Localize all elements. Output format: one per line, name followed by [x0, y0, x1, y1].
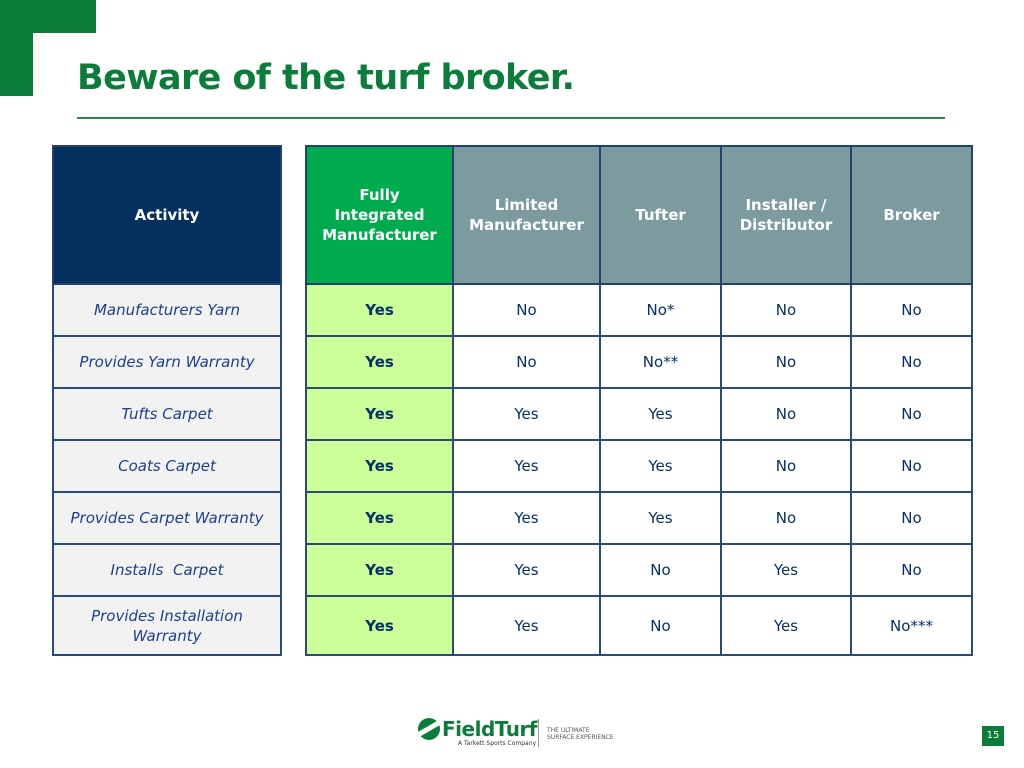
activity-cell: Installs Carpet [52, 543, 282, 597]
activity-cell: Provides Carpet Warranty [52, 491, 282, 545]
activity-cell: Provides Yarn Warranty [52, 335, 282, 389]
tufter-cell: No [599, 595, 722, 656]
installer-cell: No [720, 387, 852, 441]
title-divider [77, 117, 945, 119]
installer-cell: Yes [720, 595, 852, 656]
fim-cell: Yes [305, 439, 454, 493]
header-fully-integrated-manufacturer: Fully Integrated Manufacturer [305, 145, 454, 285]
broker-cell: No*** [850, 595, 973, 656]
slide-title: Beware of the turf broker. [77, 58, 575, 98]
header-installer-distributor: Installer / Distributor [720, 145, 852, 285]
column-gap [281, 284, 306, 336]
column-gap [281, 492, 306, 544]
table-row: Provides Installation Warranty Yes Yes N… [52, 595, 973, 656]
table-row: Manufacturers Yarn Yes No No* No No [52, 283, 973, 337]
fim-cell: Yes [305, 283, 454, 337]
installer-cell: No [720, 491, 852, 545]
column-gap [281, 596, 306, 655]
fim-cell: Yes [305, 335, 454, 389]
broker-cell: No [850, 491, 973, 545]
header-activity: Activity [52, 145, 282, 285]
installer-cell: No [720, 335, 852, 389]
activity-cell: Coats Carpet [52, 439, 282, 493]
logo-wordmark: FieldTurf [442, 717, 538, 741]
installer-cell: No [720, 283, 852, 337]
tufter-cell: No [599, 543, 722, 597]
header-limited-manufacturer: Limited Manufacturer [452, 145, 601, 285]
broker-cell: No [850, 439, 973, 493]
column-gap [281, 440, 306, 492]
header-tufter: Tufter [599, 145, 722, 285]
limited-cell: Yes [452, 439, 601, 493]
logo-tagline: THE ULTIMATE SURFACE EXPERIENCE [547, 727, 614, 741]
broker-cell: No [850, 335, 973, 389]
column-gap [281, 544, 306, 596]
table-row: Provides Carpet Warranty Yes Yes Yes No … [52, 491, 973, 545]
tufter-cell: No** [599, 335, 722, 389]
fim-cell: Yes [305, 491, 454, 545]
logo-subtitle: A Tarkett Sports Company [458, 740, 537, 747]
comparison-table: Activity Fully Integrated Manufacturer L… [52, 145, 973, 656]
limited-cell: No [452, 335, 601, 389]
tufter-cell: Yes [599, 491, 722, 545]
column-gap [281, 388, 306, 440]
limited-cell: Yes [452, 595, 601, 656]
broker-cell: No [850, 387, 973, 441]
limited-cell: No [452, 283, 601, 337]
page-number: 15 [982, 726, 1004, 746]
fieldturf-ball-icon [418, 718, 440, 740]
installer-cell: No [720, 439, 852, 493]
limited-cell: Yes [452, 387, 601, 441]
tufter-cell: Yes [599, 439, 722, 493]
tufter-cell: Yes [599, 387, 722, 441]
activity-cell: Provides Installation Warranty [52, 595, 282, 656]
table-row: Coats Carpet Yes Yes Yes No No [52, 439, 973, 493]
fim-cell: Yes [305, 387, 454, 441]
header-broker: Broker [850, 145, 973, 285]
installer-cell: Yes [720, 543, 852, 597]
activity-cell: Manufacturers Yarn [52, 283, 282, 337]
tufter-cell: No* [599, 283, 722, 337]
fim-cell: Yes [305, 543, 454, 597]
broker-cell: No [850, 283, 973, 337]
column-gap [281, 146, 306, 284]
corner-accent-cutout [33, 33, 96, 96]
table-row: Provides Yarn Warranty Yes No No** No No [52, 335, 973, 389]
header-row: Activity Fully Integrated Manufacturer L… [52, 145, 973, 285]
table-row: Installs Carpet Yes Yes No Yes No [52, 543, 973, 597]
logo-divider [538, 719, 539, 747]
limited-cell: Yes [452, 491, 601, 545]
fim-cell: Yes [305, 595, 454, 656]
activity-cell: Tufts Carpet [52, 387, 282, 441]
table-row: Tufts Carpet Yes Yes Yes No No [52, 387, 973, 441]
limited-cell: Yes [452, 543, 601, 597]
broker-cell: No [850, 543, 973, 597]
column-gap [281, 336, 306, 388]
